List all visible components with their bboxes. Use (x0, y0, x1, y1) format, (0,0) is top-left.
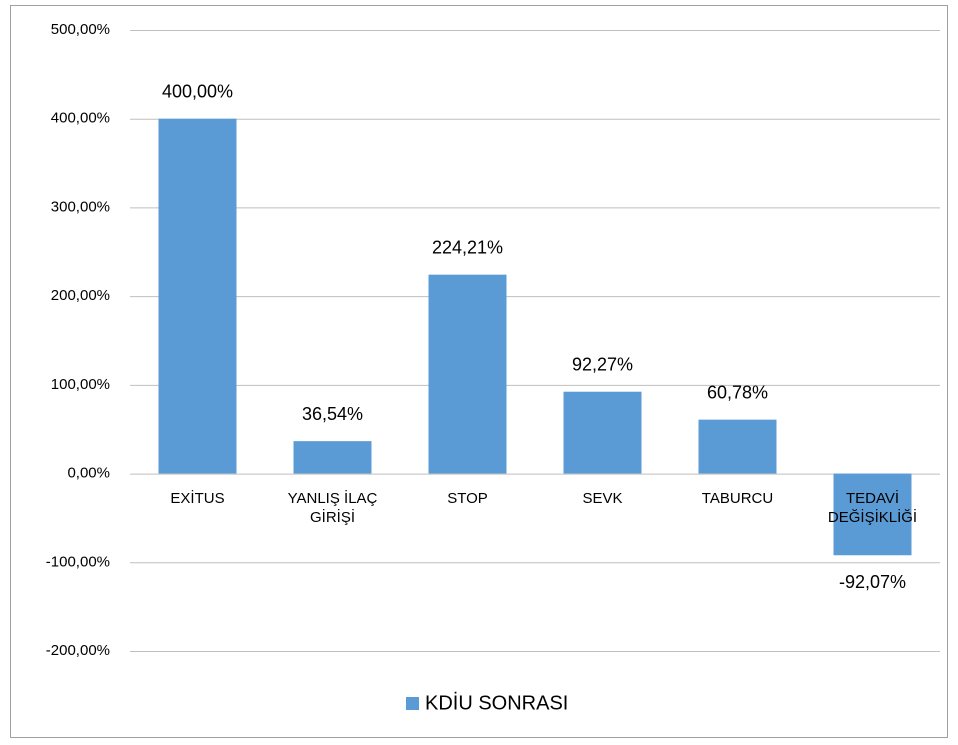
y-tick-label: 300,00% (51, 198, 110, 215)
data-label: -92,07% (839, 572, 906, 592)
data-label: 400,00% (162, 81, 233, 101)
data-label: 60,78% (707, 382, 768, 402)
bar (428, 274, 507, 474)
y-tick-label: 500,00% (51, 21, 110, 38)
data-label: 224,21% (432, 237, 503, 257)
x-tick-label: EXİTUS (170, 490, 225, 507)
x-tick-label: YANLIŞ İLAÇ GİRİŞİ (287, 490, 378, 526)
legend-label: KDİU SONRASI (425, 691, 568, 714)
y-tick-label: -100,00% (46, 553, 110, 570)
bar (698, 419, 777, 474)
x-tick-label: STOP (447, 490, 488, 507)
y-tick-label: -200,00% (46, 642, 110, 659)
y-tick-label: 200,00% (51, 287, 110, 304)
data-label: 92,27% (572, 354, 633, 374)
x-tick-label: TEDAVİ DEĞİŞİKLİĞİ (827, 490, 918, 526)
bar (833, 473, 912, 556)
bar (158, 118, 237, 474)
y-tick-label: 400,00% (51, 110, 110, 127)
legend-swatch (406, 697, 419, 710)
x-tick-label: TABURCU (701, 490, 774, 507)
x-tick-label: SEVK (582, 490, 623, 507)
bar (563, 391, 642, 474)
bar (293, 441, 372, 474)
y-tick-label: 100,00% (51, 376, 110, 393)
data-label: 36,54% (302, 404, 363, 424)
y-tick-label: 0,00% (67, 465, 110, 482)
